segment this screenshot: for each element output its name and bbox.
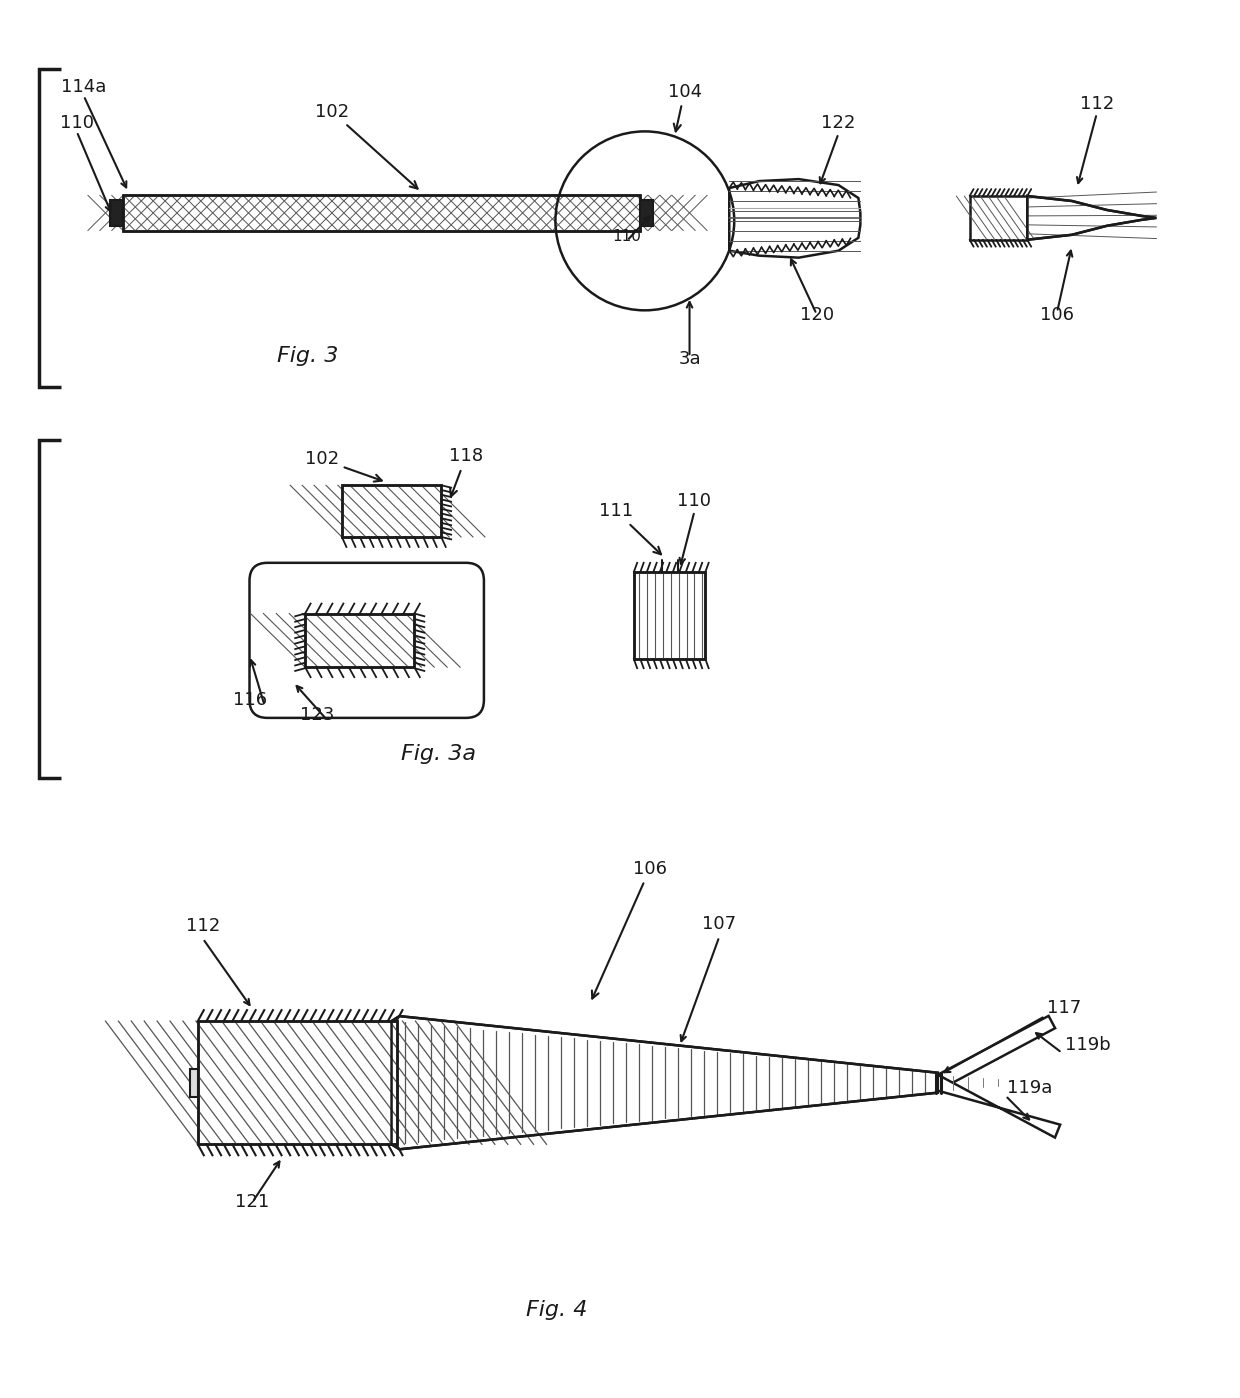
- Text: Fig. 3: Fig. 3: [278, 347, 339, 366]
- Polygon shape: [970, 196, 1027, 239]
- Polygon shape: [640, 200, 652, 226]
- Text: Fig. 4: Fig. 4: [526, 1300, 587, 1320]
- Text: 122: 122: [821, 115, 856, 133]
- Text: 107: 107: [702, 914, 737, 932]
- Text: 110: 110: [613, 229, 641, 243]
- Polygon shape: [305, 614, 414, 667]
- Polygon shape: [123, 196, 640, 231]
- Text: 116: 116: [233, 691, 268, 709]
- Polygon shape: [342, 485, 441, 537]
- Text: 106: 106: [1040, 306, 1074, 324]
- Text: 111: 111: [599, 502, 661, 555]
- Polygon shape: [190, 1069, 198, 1096]
- Polygon shape: [198, 1021, 397, 1145]
- Text: Fig. 3a: Fig. 3a: [402, 744, 476, 763]
- Text: 114a: 114a: [61, 78, 107, 95]
- Polygon shape: [937, 1016, 1055, 1090]
- Text: 120: 120: [800, 306, 833, 324]
- Polygon shape: [937, 1075, 1060, 1138]
- Text: 3a: 3a: [678, 350, 701, 368]
- Text: 117: 117: [1047, 1000, 1081, 1018]
- Text: 106: 106: [591, 860, 667, 998]
- Polygon shape: [634, 572, 706, 660]
- Text: 121: 121: [236, 1192, 269, 1211]
- Text: 118: 118: [449, 447, 484, 496]
- Text: 102: 102: [305, 450, 382, 481]
- Polygon shape: [110, 200, 123, 226]
- Text: 119b: 119b: [1065, 1036, 1111, 1054]
- Text: 110: 110: [677, 492, 712, 510]
- Text: 112: 112: [1080, 95, 1114, 113]
- Polygon shape: [1027, 196, 1157, 239]
- Text: 102: 102: [315, 102, 418, 189]
- Text: 104: 104: [667, 82, 702, 131]
- Text: 119a: 119a: [1007, 1079, 1053, 1096]
- Polygon shape: [729, 179, 861, 257]
- Text: 123: 123: [300, 706, 335, 724]
- Text: 110: 110: [60, 115, 94, 133]
- Text: 112: 112: [186, 917, 219, 935]
- Polygon shape: [392, 1016, 937, 1149]
